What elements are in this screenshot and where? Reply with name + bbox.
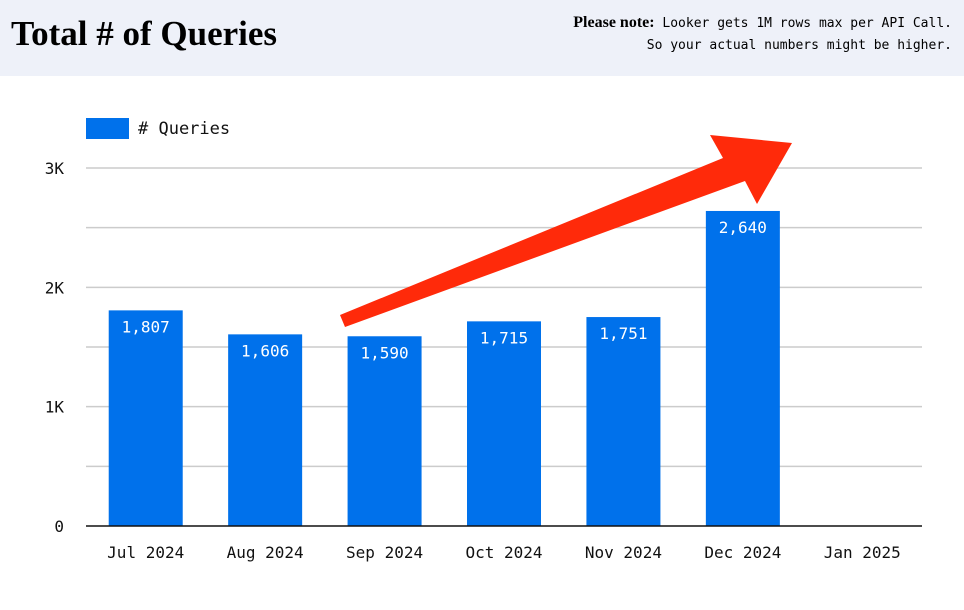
bar-data-label: 2,640: [719, 218, 767, 237]
x-tick-label: Jul 2024: [107, 543, 184, 562]
header-bar: Total # of Queries Please note: Looker g…: [0, 0, 964, 76]
bars: 1,807 1,606 1,590 1,715 1,751 2,640: [108, 210, 780, 526]
note-label: Please note:: [573, 14, 655, 31]
note-line-1: Please note: Looker gets 1M rows max per…: [573, 12, 952, 35]
x-tick-label: Jan 2025: [824, 543, 901, 562]
bar: [228, 334, 303, 526]
note-line-2: So your actual numbers might be higher.: [646, 38, 952, 53]
bar: [467, 321, 541, 526]
legend-swatch: [86, 118, 129, 139]
trend-arrow-icon: [340, 135, 792, 327]
bar-data-label: 1,715: [480, 328, 528, 347]
x-tick-label: Oct 2024: [465, 543, 542, 562]
y-tick-label: 1K: [45, 398, 65, 417]
bar-data-label: 1,590: [360, 343, 408, 362]
bar-data-label: 1,751: [599, 324, 647, 343]
x-tick-label: Nov 2024: [585, 543, 662, 562]
bar-data-label: 1,606: [241, 341, 289, 360]
y-tick-label: 2K: [45, 278, 65, 297]
axes: 0 1K 2K 3K Jul 2024 Aug 2024 Sep 2024 Oct 2024 N…: [45, 159, 922, 562]
page-title: Total # of Queries: [11, 14, 278, 53]
bar: [586, 317, 661, 526]
legend-label: # Queries: [138, 119, 230, 139]
api-limit-note: Please note: Looker gets 1M rows max per…: [573, 12, 952, 57]
annotation-layer: [340, 135, 792, 327]
legend: # Queries: [86, 118, 230, 139]
x-tick-label: Dec 2024: [704, 543, 781, 562]
bar: [347, 336, 422, 526]
y-tick-label: 0: [54, 517, 64, 536]
bar: [108, 310, 183, 526]
x-tick-label: Sep 2024: [346, 543, 423, 562]
bar: [705, 210, 780, 526]
bar-data-label: 1,807: [122, 317, 170, 336]
note-text-1: Looker gets 1M rows max per API Call.: [662, 16, 952, 31]
x-tick-label: Aug 2024: [227, 543, 304, 562]
y-tick-label: 3K: [45, 159, 65, 178]
